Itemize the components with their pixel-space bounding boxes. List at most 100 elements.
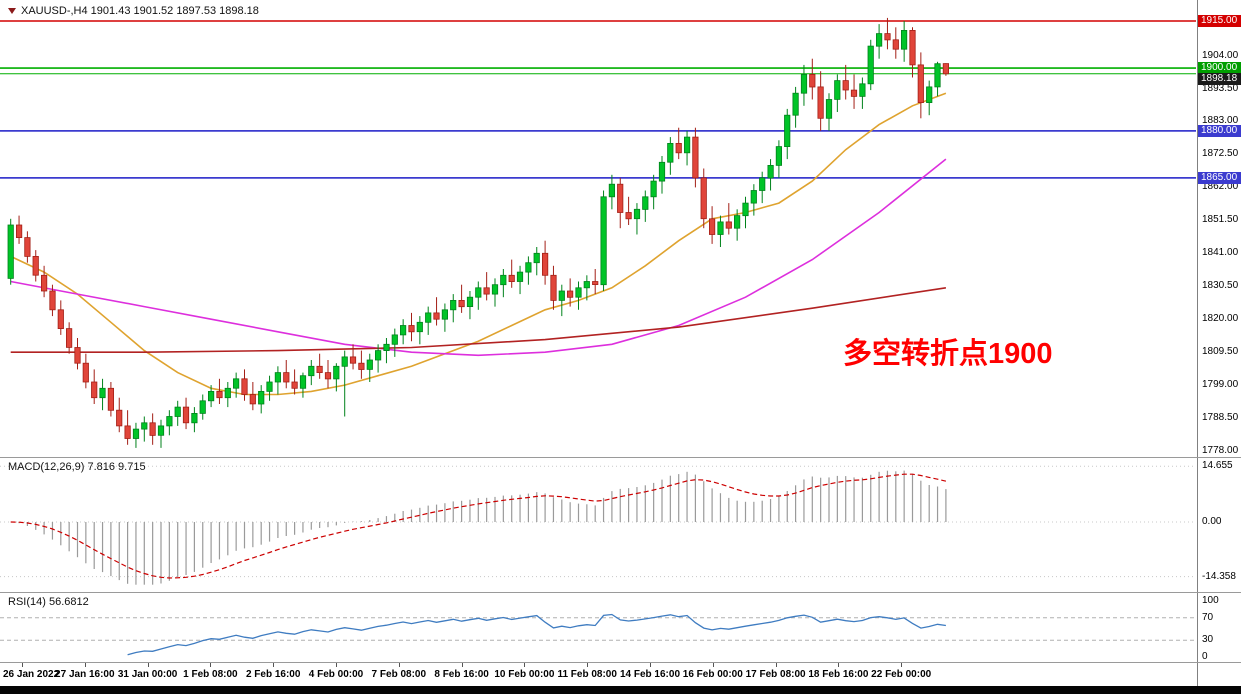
panel-splitter-rsi[interactable] [0, 592, 1241, 593]
candle [717, 221, 724, 235]
candle [859, 83, 866, 97]
macd-signal-line [10, 473, 947, 579]
candle [633, 208, 641, 220]
candle [399, 325, 407, 336]
candle [32, 255, 39, 276]
candle [383, 343, 390, 351]
candle [283, 372, 290, 383]
candle [450, 299, 457, 311]
candle [441, 309, 449, 320]
candle [650, 180, 657, 198]
candle [675, 142, 682, 154]
candle [74, 347, 81, 364]
time-tick [775, 663, 777, 667]
price-chart-canvas[interactable] [0, 0, 1197, 457]
time-tick [398, 663, 400, 667]
candle [274, 372, 282, 383]
candle [391, 334, 398, 345]
time-tick [461, 663, 463, 667]
rsi-chart-canvas[interactable] [0, 593, 1197, 662]
candle [308, 365, 315, 377]
candle [82, 362, 89, 383]
candle [625, 212, 632, 220]
chart-title: XAUUSD-,H4 1901.43 1901.52 1897.53 1898.… [21, 5, 259, 17]
candle [249, 394, 256, 405]
candle [884, 33, 891, 41]
panel-splitter-macd[interactable] [0, 457, 1241, 458]
candle [750, 190, 757, 204]
candle [157, 425, 165, 436]
panel-splitter-timeaxis[interactable] [0, 662, 1241, 663]
candle [892, 39, 899, 50]
time-tick [84, 663, 86, 667]
time-label: 4 Feb 00:00 [308, 669, 364, 680]
candle [216, 390, 223, 399]
candle [191, 412, 198, 424]
taskbar-strip [0, 686, 1241, 694]
time-tick [336, 663, 337, 667]
time-axis[interactable]: 26 Jan 2022 27 Jan 16:00 31 Jan 00:00 1 Feb… [0, 663, 1197, 686]
macd-chart-canvas[interactable] [0, 458, 1197, 592]
price-label: 1904.00 [1202, 49, 1239, 61]
time-label: 18 Feb 16:00 [808, 669, 869, 680]
rsi-axis-label: 70 [1202, 611, 1214, 623]
candle [416, 321, 423, 333]
time-label: 1 Feb 08:00 [183, 669, 238, 680]
candle [901, 29, 908, 50]
price-label: 1893.50 [1202, 82, 1239, 94]
candle [366, 359, 373, 370]
candle [817, 86, 824, 119]
candle [333, 365, 340, 380]
candle [224, 387, 231, 399]
time-label: 10 Feb 00:00 [494, 669, 555, 680]
candle [107, 387, 114, 411]
price-label: 1883.00 [1202, 115, 1239, 127]
candle [166, 416, 173, 427]
time-tick [524, 663, 526, 667]
candle [533, 252, 540, 264]
symbol-marker-icon [8, 8, 16, 14]
time-tick [210, 663, 212, 667]
candle [491, 284, 499, 295]
candle [458, 299, 465, 308]
time-label: 17 Feb 08:00 [745, 669, 806, 680]
candle [41, 274, 48, 292]
price-label: 1809.50 [1202, 346, 1239, 358]
candle [15, 224, 23, 239]
candle [734, 215, 741, 229]
candle [500, 274, 507, 286]
candle [99, 387, 106, 399]
candle [266, 381, 273, 392]
candle [917, 64, 924, 104]
candle [466, 296, 474, 308]
price-badge: 1915.00 [1198, 15, 1241, 27]
time-label: 16 Feb 00:00 [682, 669, 743, 680]
time-tick [712, 663, 714, 667]
rsi-axis-label: 30 [1202, 634, 1214, 646]
candle [692, 136, 699, 179]
candle [617, 183, 624, 213]
annotation-text[interactable]: 多空转折点1900 [843, 338, 1053, 370]
price-label: 1851.50 [1202, 214, 1239, 226]
candle [408, 325, 415, 333]
candle [658, 161, 666, 182]
candle [525, 262, 532, 273]
price-label: 1788.50 [1202, 412, 1239, 424]
price-badge: 1865.00 [1198, 171, 1241, 184]
price-axis[interactable]: 1904.00 1893.50 1883.00 1872.50 1862.00 1851.… [1197, 0, 1241, 686]
time-label: 7 Feb 08:00 [371, 669, 427, 680]
candle [291, 381, 298, 389]
candle [558, 290, 565, 301]
candle [792, 92, 799, 116]
time-tick [901, 663, 903, 667]
macd-header: MACD(12,26,9) 7.816 9.715 [8, 461, 146, 473]
candle [24, 237, 31, 257]
candle [57, 309, 64, 329]
candle [349, 356, 357, 364]
candle [592, 281, 599, 285]
rsi-axis-label: 100 [1202, 595, 1219, 606]
price-label: 1820.00 [1202, 313, 1239, 325]
candle [942, 63, 950, 75]
candle [116, 409, 123, 427]
candle [909, 29, 916, 66]
